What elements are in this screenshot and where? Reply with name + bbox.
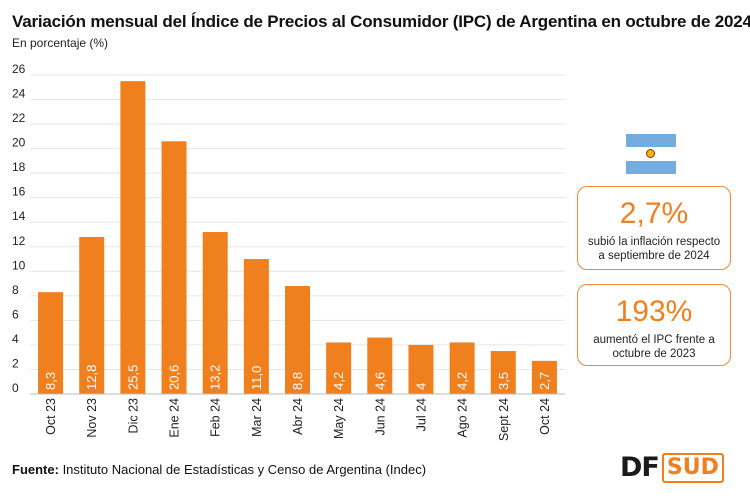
x-tick-label: Dic 23 <box>126 398 140 433</box>
y-tick-label: 20 <box>12 136 26 150</box>
bar-value-label: 2,7 <box>537 372 552 390</box>
bar <box>38 292 64 394</box>
sun-of-may-icon <box>646 149 655 159</box>
dfsud-logo: DF SUD <box>620 452 724 484</box>
bar <box>490 351 516 394</box>
bar-value-label: 4,6 <box>372 372 387 390</box>
bar <box>120 81 146 394</box>
bar <box>243 259 269 394</box>
x-tick-label: Oct 23 <box>44 398 58 435</box>
argentina-flag-icon <box>626 134 676 174</box>
x-tick-label: Nov 23 <box>85 398 99 438</box>
logo-sud: SUD <box>661 453 724 483</box>
monthly-inflation-text: subió la inflación respecto a septiembre… <box>587 236 721 262</box>
source-footer: Fuente: Instituto Nacional de Estadístic… <box>12 462 426 477</box>
x-tick-label: Jul 24 <box>414 398 428 431</box>
bar-value-label: 25,5 <box>125 365 140 390</box>
x-tick-label: May 24 <box>332 398 346 439</box>
logo-df: DF <box>620 452 660 483</box>
x-tick-label: Abr 24 <box>291 398 305 435</box>
yearly-inflation-text: aumentó el IPC frente a octubre de 2023 <box>593 334 715 360</box>
y-tick-label: 4 <box>12 332 19 346</box>
bar <box>161 141 187 394</box>
bar <box>531 360 557 394</box>
source-label: Fuente: <box>12 462 59 477</box>
monthly-inflation-value: 2,7% <box>619 197 689 230</box>
x-tick-label: Jun 24 <box>373 398 387 436</box>
chart-title: Variación mensual del Índice de Precios … <box>12 12 750 31</box>
source-text: Instituto Nacional de Estadísticas y Cen… <box>58 462 427 477</box>
bar <box>449 342 475 394</box>
bar <box>408 344 434 394</box>
x-tick-label: Ene 24 <box>168 398 182 438</box>
yearly-inflation-value: 193% <box>615 295 693 328</box>
bar-value-label: 3,5 <box>496 372 511 390</box>
bar <box>367 337 393 394</box>
x-tick-label: Mar 24 <box>250 398 264 437</box>
y-tick-label: 8 <box>12 283 19 297</box>
bar-value-label: 4 <box>413 383 428 390</box>
monthly-inflation-card: 2,7% subió la inflación respecto a septi… <box>577 186 731 270</box>
y-tick-label: 2 <box>12 356 19 370</box>
bar-value-label: 13,2 <box>208 365 223 390</box>
y-tick-label: 6 <box>12 307 19 321</box>
y-tick-label: 10 <box>12 258 26 272</box>
bar-value-label: 8,8 <box>290 372 305 390</box>
x-tick-label: Oct 24 <box>538 398 552 435</box>
bar-value-label: 11,0 <box>249 366 264 390</box>
x-tick-label: Sept 24 <box>497 398 511 441</box>
bar <box>326 342 352 394</box>
bar-value-label: 4,2 <box>331 372 346 390</box>
y-tick-label: 24 <box>12 87 26 101</box>
x-tick-label: Feb 24 <box>209 398 223 437</box>
y-tick-label: 18 <box>12 160 26 174</box>
chart-subtitle: En porcentaje (%) <box>12 36 109 50</box>
y-tick-label: 0 <box>12 381 19 395</box>
bar-value-label: 12,8 <box>84 365 99 390</box>
y-tick-label: 26 <box>12 62 26 76</box>
bar-value-label: 4,2 <box>455 372 470 390</box>
bar <box>285 286 310 394</box>
y-tick-label: 14 <box>12 209 26 223</box>
y-tick-label: 22 <box>12 111 26 125</box>
y-tick-label: 12 <box>12 234 26 248</box>
bar-value-label: 8,3 <box>43 372 58 390</box>
bar <box>202 232 228 394</box>
yearly-inflation-card: 193% aumentó el IPC frente a octubre de … <box>577 284 731 366</box>
bar-value-label: 20,6 <box>167 365 182 390</box>
y-tick-label: 16 <box>12 185 26 199</box>
bar <box>79 236 105 394</box>
x-tick-label: Ago 24 <box>456 398 470 438</box>
